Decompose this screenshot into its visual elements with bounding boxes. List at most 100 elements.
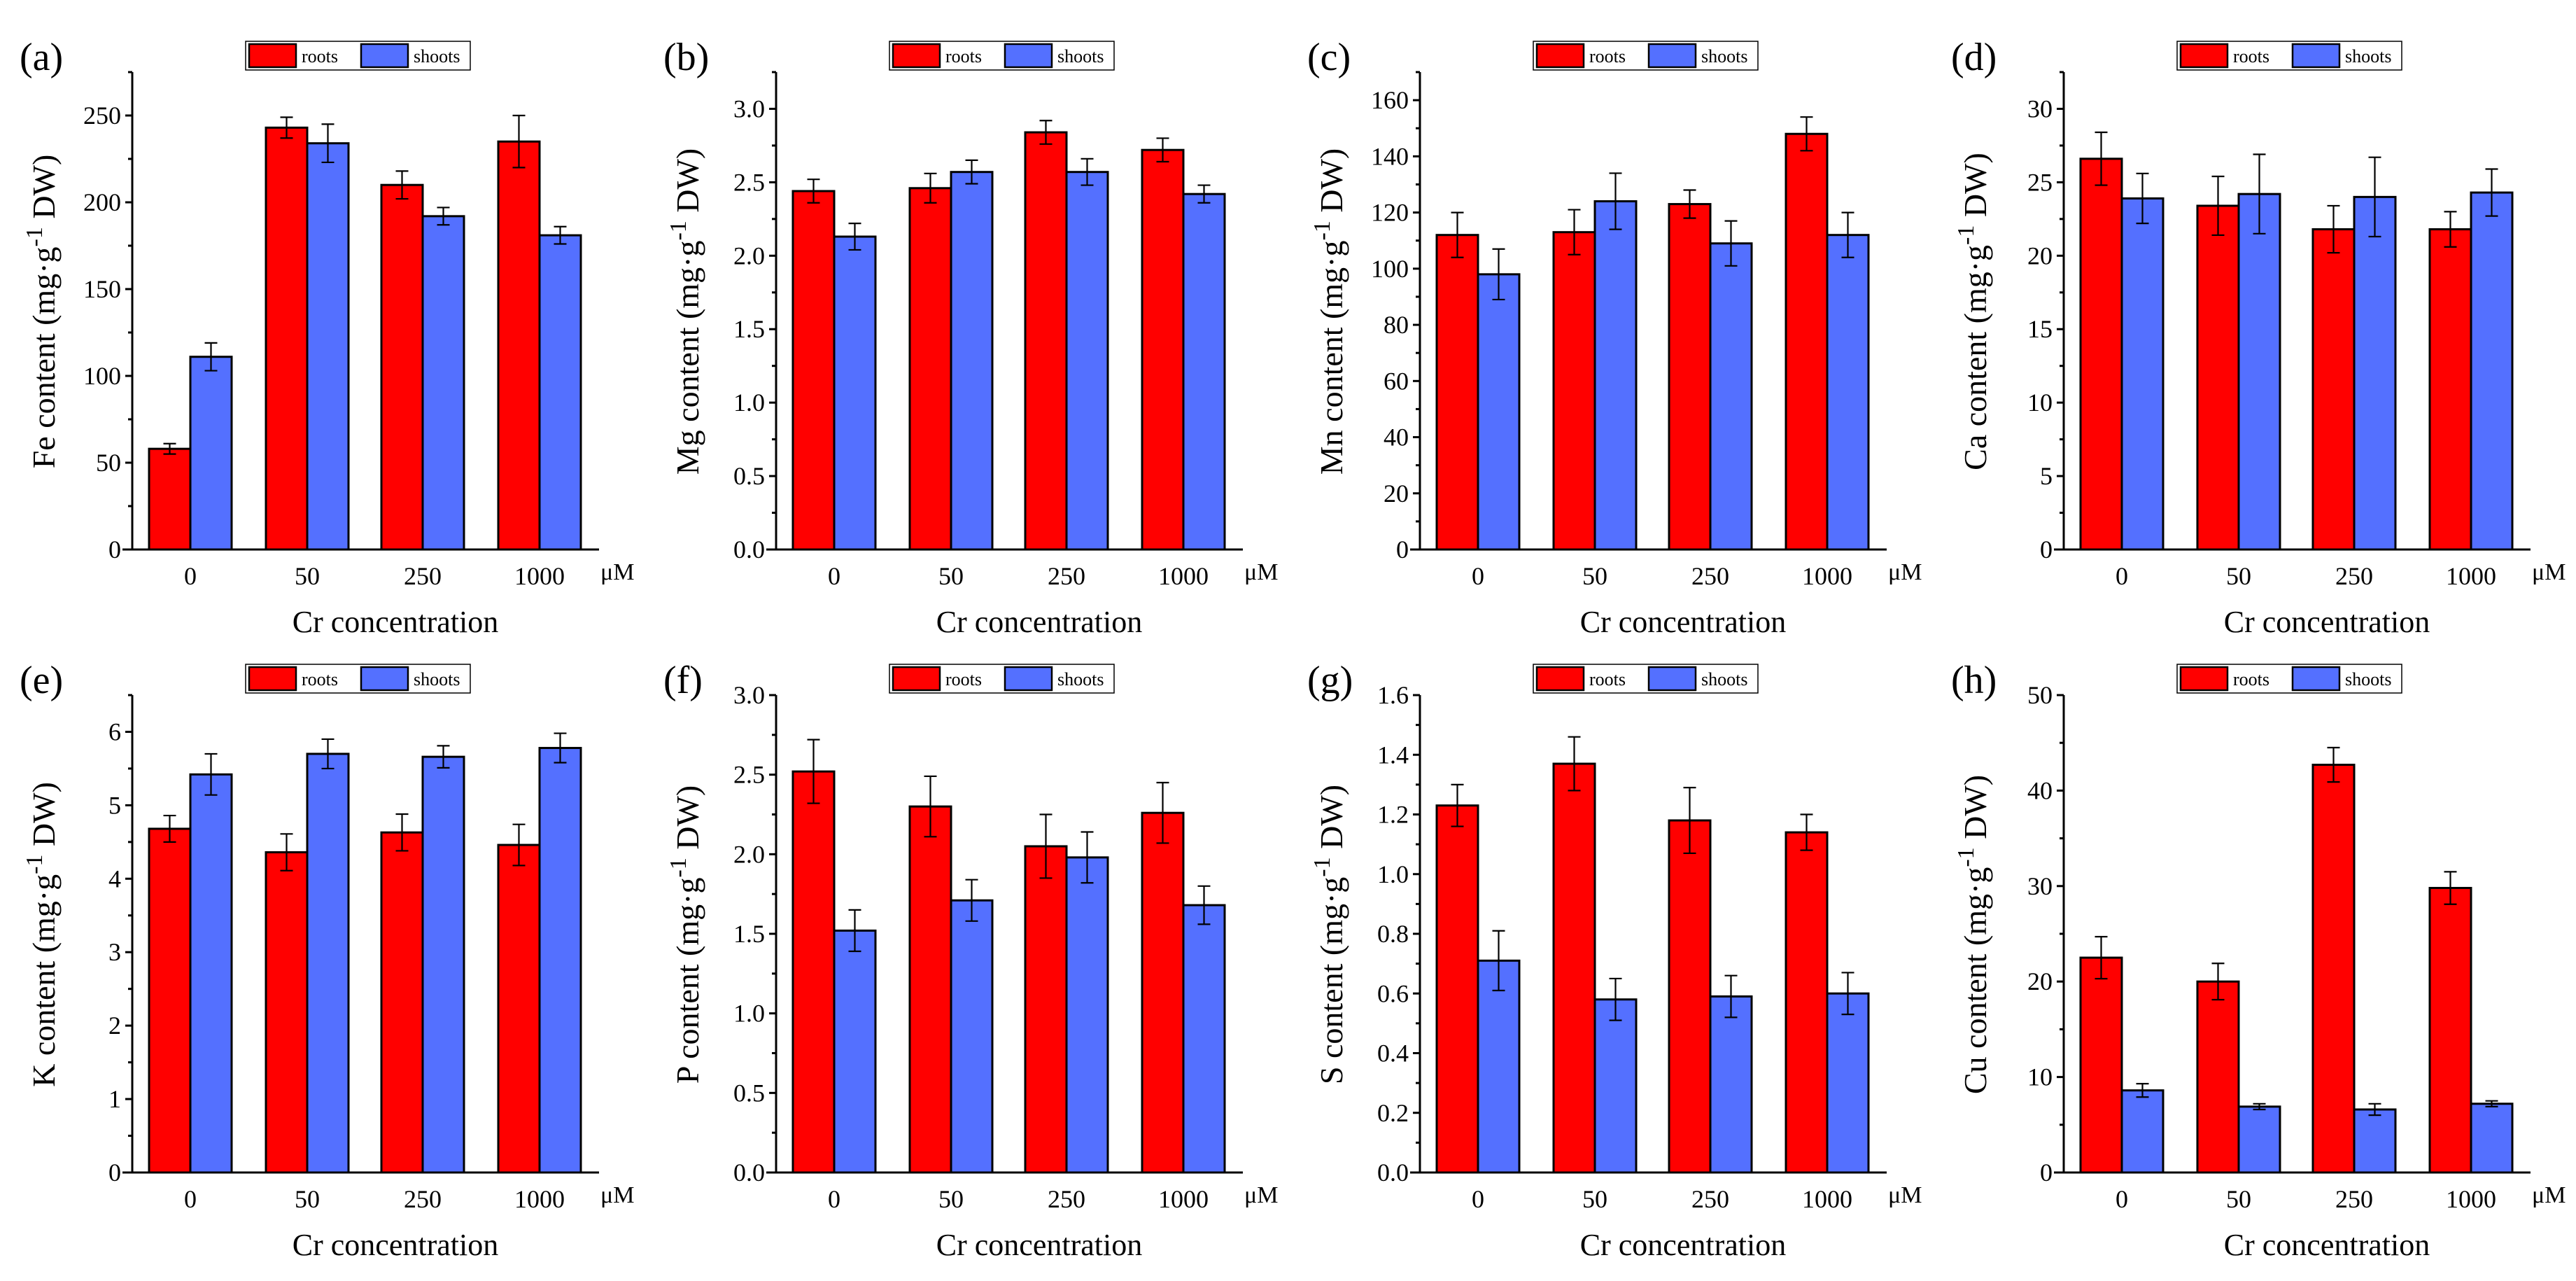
x-tick-label: 250 xyxy=(404,562,442,590)
y-tick-label: 0.5 xyxy=(733,1079,765,1107)
y-axis-title-end: DW) xyxy=(26,782,62,854)
y-tick-label: 0.6 xyxy=(1377,979,1409,1007)
panel-label: (e) xyxy=(20,659,63,702)
x-unit-label: μM xyxy=(1888,1182,1922,1208)
y-tick-label: 60 xyxy=(1384,367,1409,395)
legend-swatch-shoots xyxy=(1647,666,1697,692)
y-tick-label: 1.0 xyxy=(733,1000,765,1028)
error-bar-roots-0 xyxy=(807,178,820,204)
y-tick-label: 0.0 xyxy=(733,1158,765,1186)
error-bar-roots-250 xyxy=(2327,204,2340,254)
legend-swatch-roots xyxy=(892,666,941,692)
error-bar-roots-1000 xyxy=(1800,813,1813,851)
y-tick-label: 120 xyxy=(1371,199,1409,227)
bar-roots-50 xyxy=(2196,980,2240,1174)
y-tick-label: 10 xyxy=(2027,1063,2053,1091)
error-bar-shoots-50 xyxy=(2253,153,2266,234)
error-bar-roots-1000 xyxy=(1156,137,1169,163)
error-bar-shoots-50 xyxy=(965,159,978,185)
error-bar-shoots-250 xyxy=(1081,831,1094,884)
x-tick-label: 1000 xyxy=(1802,1185,1852,1213)
bar-roots-1000 xyxy=(497,140,541,551)
y-tick-label: 0 xyxy=(108,1158,121,1186)
x-tick-label: 0 xyxy=(828,562,840,590)
bar-roots-50 xyxy=(1552,231,1596,551)
y-axis-title-end: DW) xyxy=(1314,148,1349,220)
legend-label-shoots: shoots xyxy=(1057,669,1104,690)
legend-swatch-roots xyxy=(248,666,297,692)
error-bar-shoots-1000 xyxy=(1841,972,1854,1016)
legend-label-roots: roots xyxy=(302,669,338,690)
bar-shoots-1000 xyxy=(1182,192,1226,551)
error-bar-roots-1000 xyxy=(512,114,526,169)
bar-shoots-250 xyxy=(1709,995,1753,1174)
y-tick-label: 15 xyxy=(2027,315,2053,343)
error-bar-shoots-50 xyxy=(321,738,335,770)
y-tick-label: 20 xyxy=(2027,241,2053,270)
y-tick-label: 1.0 xyxy=(1377,860,1409,888)
error-bar-shoots-250 xyxy=(1724,220,1738,267)
error-bar-shoots-50 xyxy=(965,878,978,922)
error-bar-shoots-50 xyxy=(2253,1102,2266,1111)
y-axis-title-end: DW) xyxy=(26,155,62,227)
y-tick-label: 1.4 xyxy=(1377,741,1409,769)
error-bar-shoots-0 xyxy=(204,752,218,796)
error-bar-shoots-250 xyxy=(1724,974,1738,1018)
y-axis-title: Ca content (mg·g-1 DW) xyxy=(1953,153,1993,470)
legend-swatch-shoots xyxy=(1004,666,1053,692)
y-tick-label: 1 xyxy=(108,1085,121,1113)
error-bar-shoots-250 xyxy=(437,206,450,226)
x-tick-label: 50 xyxy=(2226,1185,2251,1213)
legend: roots shoots xyxy=(2176,664,2402,694)
bar-shoots-1000 xyxy=(1182,904,1226,1174)
y-axis-title: Fe content (mg·g-1 DW) xyxy=(22,155,62,469)
y-axis-title-superscript: -1 xyxy=(666,858,691,877)
x-axis-title: Cr concentration xyxy=(2224,605,2430,639)
x-tick-label: 1000 xyxy=(1158,562,1209,590)
y-tick-label: 0 xyxy=(2040,1158,2053,1186)
y-axis-title-main: Mg content (mg·g xyxy=(670,241,705,475)
bar-shoots-250 xyxy=(1065,171,1109,551)
x-unit-label: μM xyxy=(1888,559,1922,585)
error-bar-shoots-50 xyxy=(321,123,335,164)
y-tick-label: 0.0 xyxy=(733,536,765,564)
x-tick-label: 0 xyxy=(1472,562,1484,590)
bar-roots-250 xyxy=(2311,228,2356,551)
y-tick-label: 6 xyxy=(108,718,121,746)
legend-swatch-roots xyxy=(1535,43,1585,69)
y-tick-label: 5 xyxy=(108,791,121,819)
x-tick-label: 50 xyxy=(2226,562,2251,590)
y-tick-label: 1.5 xyxy=(733,315,765,343)
error-bar-roots-250 xyxy=(395,170,409,200)
error-bar-shoots-0 xyxy=(1492,930,1505,992)
x-axis-title: Cr concentration xyxy=(293,1228,498,1262)
y-tick-label: 0.5 xyxy=(733,462,765,490)
y-tick-label: 200 xyxy=(83,188,121,216)
y-tick-label: 140 xyxy=(1371,142,1409,170)
x-tick-label: 0 xyxy=(2116,1185,2128,1213)
legend-swatch-roots xyxy=(2179,666,2229,692)
error-bar-shoots-0 xyxy=(848,909,861,953)
y-tick-label: 2.5 xyxy=(733,761,765,789)
bar-shoots-250 xyxy=(1709,242,1753,551)
y-tick-label: 1.6 xyxy=(1377,681,1409,709)
y-axis-title-main: Fe content (mg·g xyxy=(26,246,62,468)
x-unit-label: μM xyxy=(600,1182,634,1208)
y-tick-label: 160 xyxy=(1371,86,1409,114)
error-bar-shoots-250 xyxy=(437,745,450,769)
bar-shoots-0 xyxy=(189,773,233,1174)
x-tick-label: 1000 xyxy=(1158,1185,1209,1213)
bar-roots-1000 xyxy=(1785,132,1829,551)
legend-label-shoots: shoots xyxy=(414,669,460,690)
y-tick-label: 50 xyxy=(96,449,121,477)
x-tick-label: 1000 xyxy=(514,1185,565,1213)
bar-shoots-1000 xyxy=(2470,191,2514,551)
bar-shoots-250 xyxy=(421,755,465,1174)
bar-roots-1000 xyxy=(2428,228,2472,551)
legend-swatch-shoots xyxy=(2291,666,2341,692)
error-bar-shoots-1000 xyxy=(554,225,567,245)
y-axis-title-end: DW) xyxy=(1957,775,1993,847)
legend-swatch-shoots xyxy=(360,666,409,692)
legend-label-roots: roots xyxy=(1589,669,1626,690)
error-bar-shoots-50 xyxy=(1609,172,1622,230)
